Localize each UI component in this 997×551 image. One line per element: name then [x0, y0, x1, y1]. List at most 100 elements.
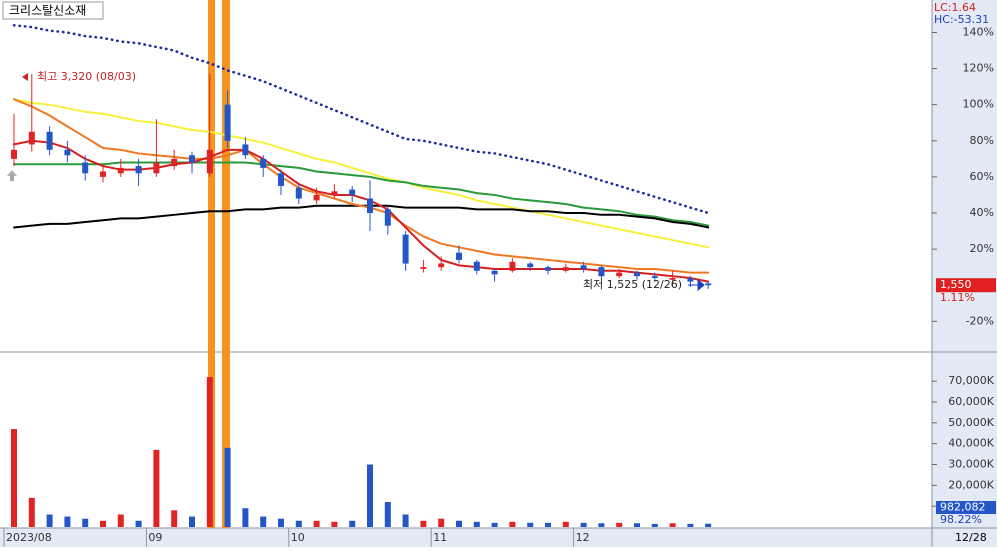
title-box: [2, 1, 104, 20]
volume-bar: [135, 520, 142, 527]
candle-body: [189, 155, 195, 163]
volume-bar: [598, 523, 605, 527]
moving-average: [13, 98, 710, 249]
high-arrow: [22, 73, 28, 81]
y-tick-label: 40,000K: [948, 437, 994, 450]
volume-bar: [438, 518, 445, 527]
volume-bar: [527, 522, 534, 527]
volume-bar: [545, 522, 551, 527]
volume-bar: [349, 520, 356, 527]
candle-body: [171, 158, 178, 167]
candle-body: [402, 234, 409, 264]
highlight: [222, 0, 230, 528]
candle-body: [456, 252, 462, 260]
last-date: 12/28: [955, 531, 987, 544]
y-tick-label: 40%: [970, 206, 994, 219]
y-tick-label: -20%: [966, 314, 994, 327]
candle-body: [545, 267, 551, 271]
candle-body: [153, 162, 160, 174]
volume-bar: [28, 497, 35, 527]
volume-box: [936, 501, 996, 514]
volume-bar: [46, 514, 53, 527]
x-tick-label: 09: [148, 531, 162, 544]
low-arrow: [688, 278, 705, 292]
volume-bar: [687, 523, 694, 527]
y-tick-label: 60,000K: [948, 395, 994, 408]
candle-body: [100, 171, 106, 177]
volume-bar: [295, 520, 302, 527]
volume-bar: [705, 523, 712, 527]
candle-body: [473, 261, 480, 271]
y-tick-label: 20,000K: [948, 478, 994, 491]
candle-body: [11, 149, 17, 159]
candle-body: [64, 149, 71, 156]
x-tick-label: 2023/08: [6, 531, 52, 544]
candle-body: [598, 267, 605, 277]
volume-bar: [260, 516, 267, 527]
moving-average: [13, 98, 710, 274]
candle-body: [438, 263, 445, 268]
volume-bar: [634, 523, 640, 527]
volume-bar: [224, 447, 231, 527]
moving-average: [12, 24, 710, 215]
candle-body: [705, 283, 712, 286]
candle-body: [242, 144, 249, 156]
ratio-label: 98.22%: [940, 513, 982, 526]
x-tick-label: 10: [291, 531, 305, 544]
volume-label: 982,082: [940, 501, 986, 514]
volume-bar: [82, 518, 89, 527]
y-tick-label: 60%: [970, 170, 994, 183]
axis-panel: [932, 0, 997, 547]
candle-body: [331, 191, 338, 195]
moving-average: [13, 139, 710, 283]
highlight: [208, 0, 215, 528]
y-tick-label: 140%: [963, 25, 994, 38]
candle-body: [278, 173, 284, 186]
volume-bar: [367, 464, 373, 527]
candle-body: [527, 263, 534, 268]
volume-bar: [491, 522, 498, 527]
candle-body: [634, 272, 640, 277]
volume-bar: [651, 523, 658, 527]
candle-body: [651, 276, 658, 278]
volume-bar: [313, 520, 320, 527]
change-label: 1.11%: [940, 291, 975, 304]
candle-body: [384, 209, 391, 226]
y-tick-label: 80%: [970, 134, 994, 147]
volume-bar: [456, 520, 462, 527]
candle-body: [349, 189, 356, 195]
price-box: [936, 278, 996, 293]
volume-bar: [171, 510, 178, 527]
y-tick-label: 100%: [963, 98, 994, 111]
candle-body: [491, 270, 498, 275]
candle-body: [206, 149, 213, 174]
x-tick-label: 11: [433, 531, 447, 544]
candle-body: [669, 277, 676, 280]
hc: HC:-53.31: [934, 13, 989, 26]
candle-body: [135, 166, 142, 174]
volume-bar: [189, 516, 195, 527]
candle-body: [367, 198, 373, 214]
candle-body: [687, 277, 694, 282]
title: 크리스탈신소재: [9, 4, 86, 18]
volume-bar: [64, 516, 71, 527]
volume-bar: [331, 521, 338, 527]
volume-bar: [509, 521, 516, 527]
volume-bar: [117, 514, 124, 527]
x-tick-label: 12: [576, 531, 590, 544]
volume-bar: [669, 523, 676, 527]
volume-bar: [402, 514, 409, 527]
candle-body: [46, 131, 53, 150]
y-tick-label: 120%: [963, 62, 994, 75]
candle-body: [616, 272, 623, 277]
candle-body: [562, 267, 569, 271]
y-tick-label: 50,000K: [948, 416, 994, 429]
volume-bar: [278, 518, 284, 527]
volume-bar: [580, 522, 587, 527]
volume-bar: [562, 521, 569, 527]
annotation: 최고 3,320 (08/03): [37, 70, 136, 83]
volume-bar: [420, 520, 427, 527]
volume-bar: [206, 377, 213, 527]
candle-body: [295, 187, 302, 199]
